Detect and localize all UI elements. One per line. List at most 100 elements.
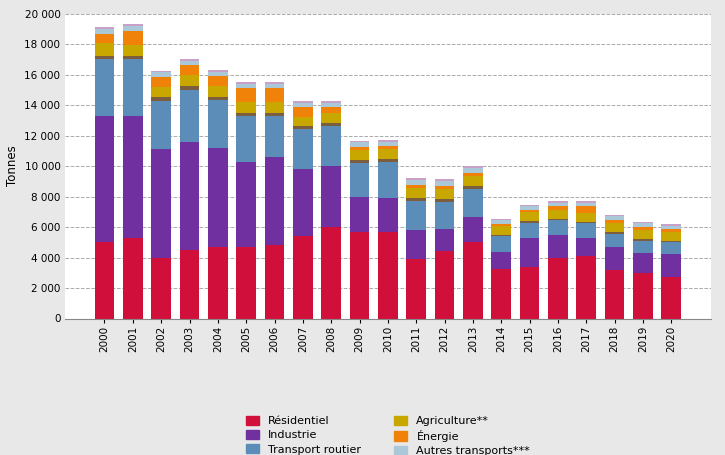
Bar xyxy=(293,101,312,103)
Bar xyxy=(492,226,511,235)
Bar xyxy=(576,238,596,256)
Bar xyxy=(406,185,426,188)
Bar xyxy=(349,147,370,150)
Bar xyxy=(633,223,652,227)
Bar xyxy=(492,236,511,252)
Bar xyxy=(265,82,284,84)
Bar xyxy=(349,163,370,197)
Bar xyxy=(293,126,312,130)
Bar xyxy=(293,169,312,236)
Bar xyxy=(605,220,624,223)
Bar xyxy=(434,199,455,202)
Bar xyxy=(548,207,568,209)
Bar xyxy=(236,82,256,84)
Bar xyxy=(520,207,539,210)
Bar xyxy=(152,77,171,87)
Bar xyxy=(378,146,398,149)
Bar xyxy=(406,178,426,180)
Bar xyxy=(123,60,143,116)
Bar xyxy=(463,176,483,186)
Bar xyxy=(378,162,398,198)
Bar xyxy=(236,102,256,113)
Bar xyxy=(406,188,426,198)
Bar xyxy=(492,269,511,318)
Bar xyxy=(265,116,284,157)
Bar xyxy=(548,201,568,202)
Bar xyxy=(406,198,426,201)
Bar xyxy=(265,157,284,245)
Bar xyxy=(492,220,511,224)
Bar xyxy=(378,140,398,142)
Bar xyxy=(520,221,539,223)
Bar xyxy=(576,222,596,223)
Bar xyxy=(576,212,596,222)
Bar xyxy=(208,76,228,86)
Bar xyxy=(463,217,483,242)
Bar xyxy=(492,224,511,226)
Bar xyxy=(520,223,539,238)
Bar xyxy=(633,239,652,241)
Bar xyxy=(208,100,228,148)
Bar xyxy=(434,252,455,318)
Bar xyxy=(661,277,682,318)
Bar xyxy=(378,198,398,232)
Bar xyxy=(633,227,652,230)
Bar xyxy=(152,72,171,77)
Bar xyxy=(236,247,256,318)
Bar xyxy=(94,242,115,318)
Bar xyxy=(152,71,171,72)
Bar xyxy=(349,197,370,232)
Bar xyxy=(321,113,341,123)
Bar xyxy=(94,43,115,56)
Bar xyxy=(265,113,284,116)
Bar xyxy=(378,232,398,318)
Bar xyxy=(520,205,539,207)
Bar xyxy=(208,71,228,76)
Bar xyxy=(463,166,483,167)
Bar xyxy=(605,234,624,247)
Bar xyxy=(434,189,455,199)
Bar xyxy=(548,235,568,258)
Bar xyxy=(349,160,370,163)
Bar xyxy=(463,242,483,318)
Bar xyxy=(463,167,483,173)
Bar xyxy=(152,258,171,318)
Bar xyxy=(605,215,624,217)
Bar xyxy=(94,34,115,43)
Bar xyxy=(293,130,312,169)
Bar xyxy=(293,107,312,116)
Bar xyxy=(180,86,199,90)
Bar xyxy=(349,232,370,318)
Bar xyxy=(152,87,171,97)
Bar xyxy=(434,202,455,228)
Bar xyxy=(123,24,143,26)
Bar xyxy=(492,235,511,236)
Bar xyxy=(321,123,341,126)
Bar xyxy=(406,230,426,259)
Bar xyxy=(576,223,596,238)
Bar xyxy=(548,219,568,220)
Bar xyxy=(123,56,143,60)
Bar xyxy=(94,59,115,116)
Bar xyxy=(94,29,115,34)
Bar xyxy=(576,256,596,318)
Bar xyxy=(349,141,370,142)
Bar xyxy=(605,233,624,234)
Bar xyxy=(208,247,228,318)
Bar xyxy=(463,173,483,176)
Bar xyxy=(180,66,199,76)
Bar xyxy=(520,210,539,212)
Bar xyxy=(123,45,143,56)
Bar xyxy=(520,212,539,221)
Bar xyxy=(94,56,115,59)
Bar xyxy=(576,207,596,212)
Bar xyxy=(94,116,115,242)
Bar xyxy=(180,142,199,250)
Bar xyxy=(378,149,398,159)
Bar xyxy=(236,84,256,88)
Bar xyxy=(349,150,370,160)
Bar xyxy=(605,223,624,233)
Bar xyxy=(208,148,228,247)
Bar xyxy=(208,70,228,71)
Bar xyxy=(378,142,398,146)
